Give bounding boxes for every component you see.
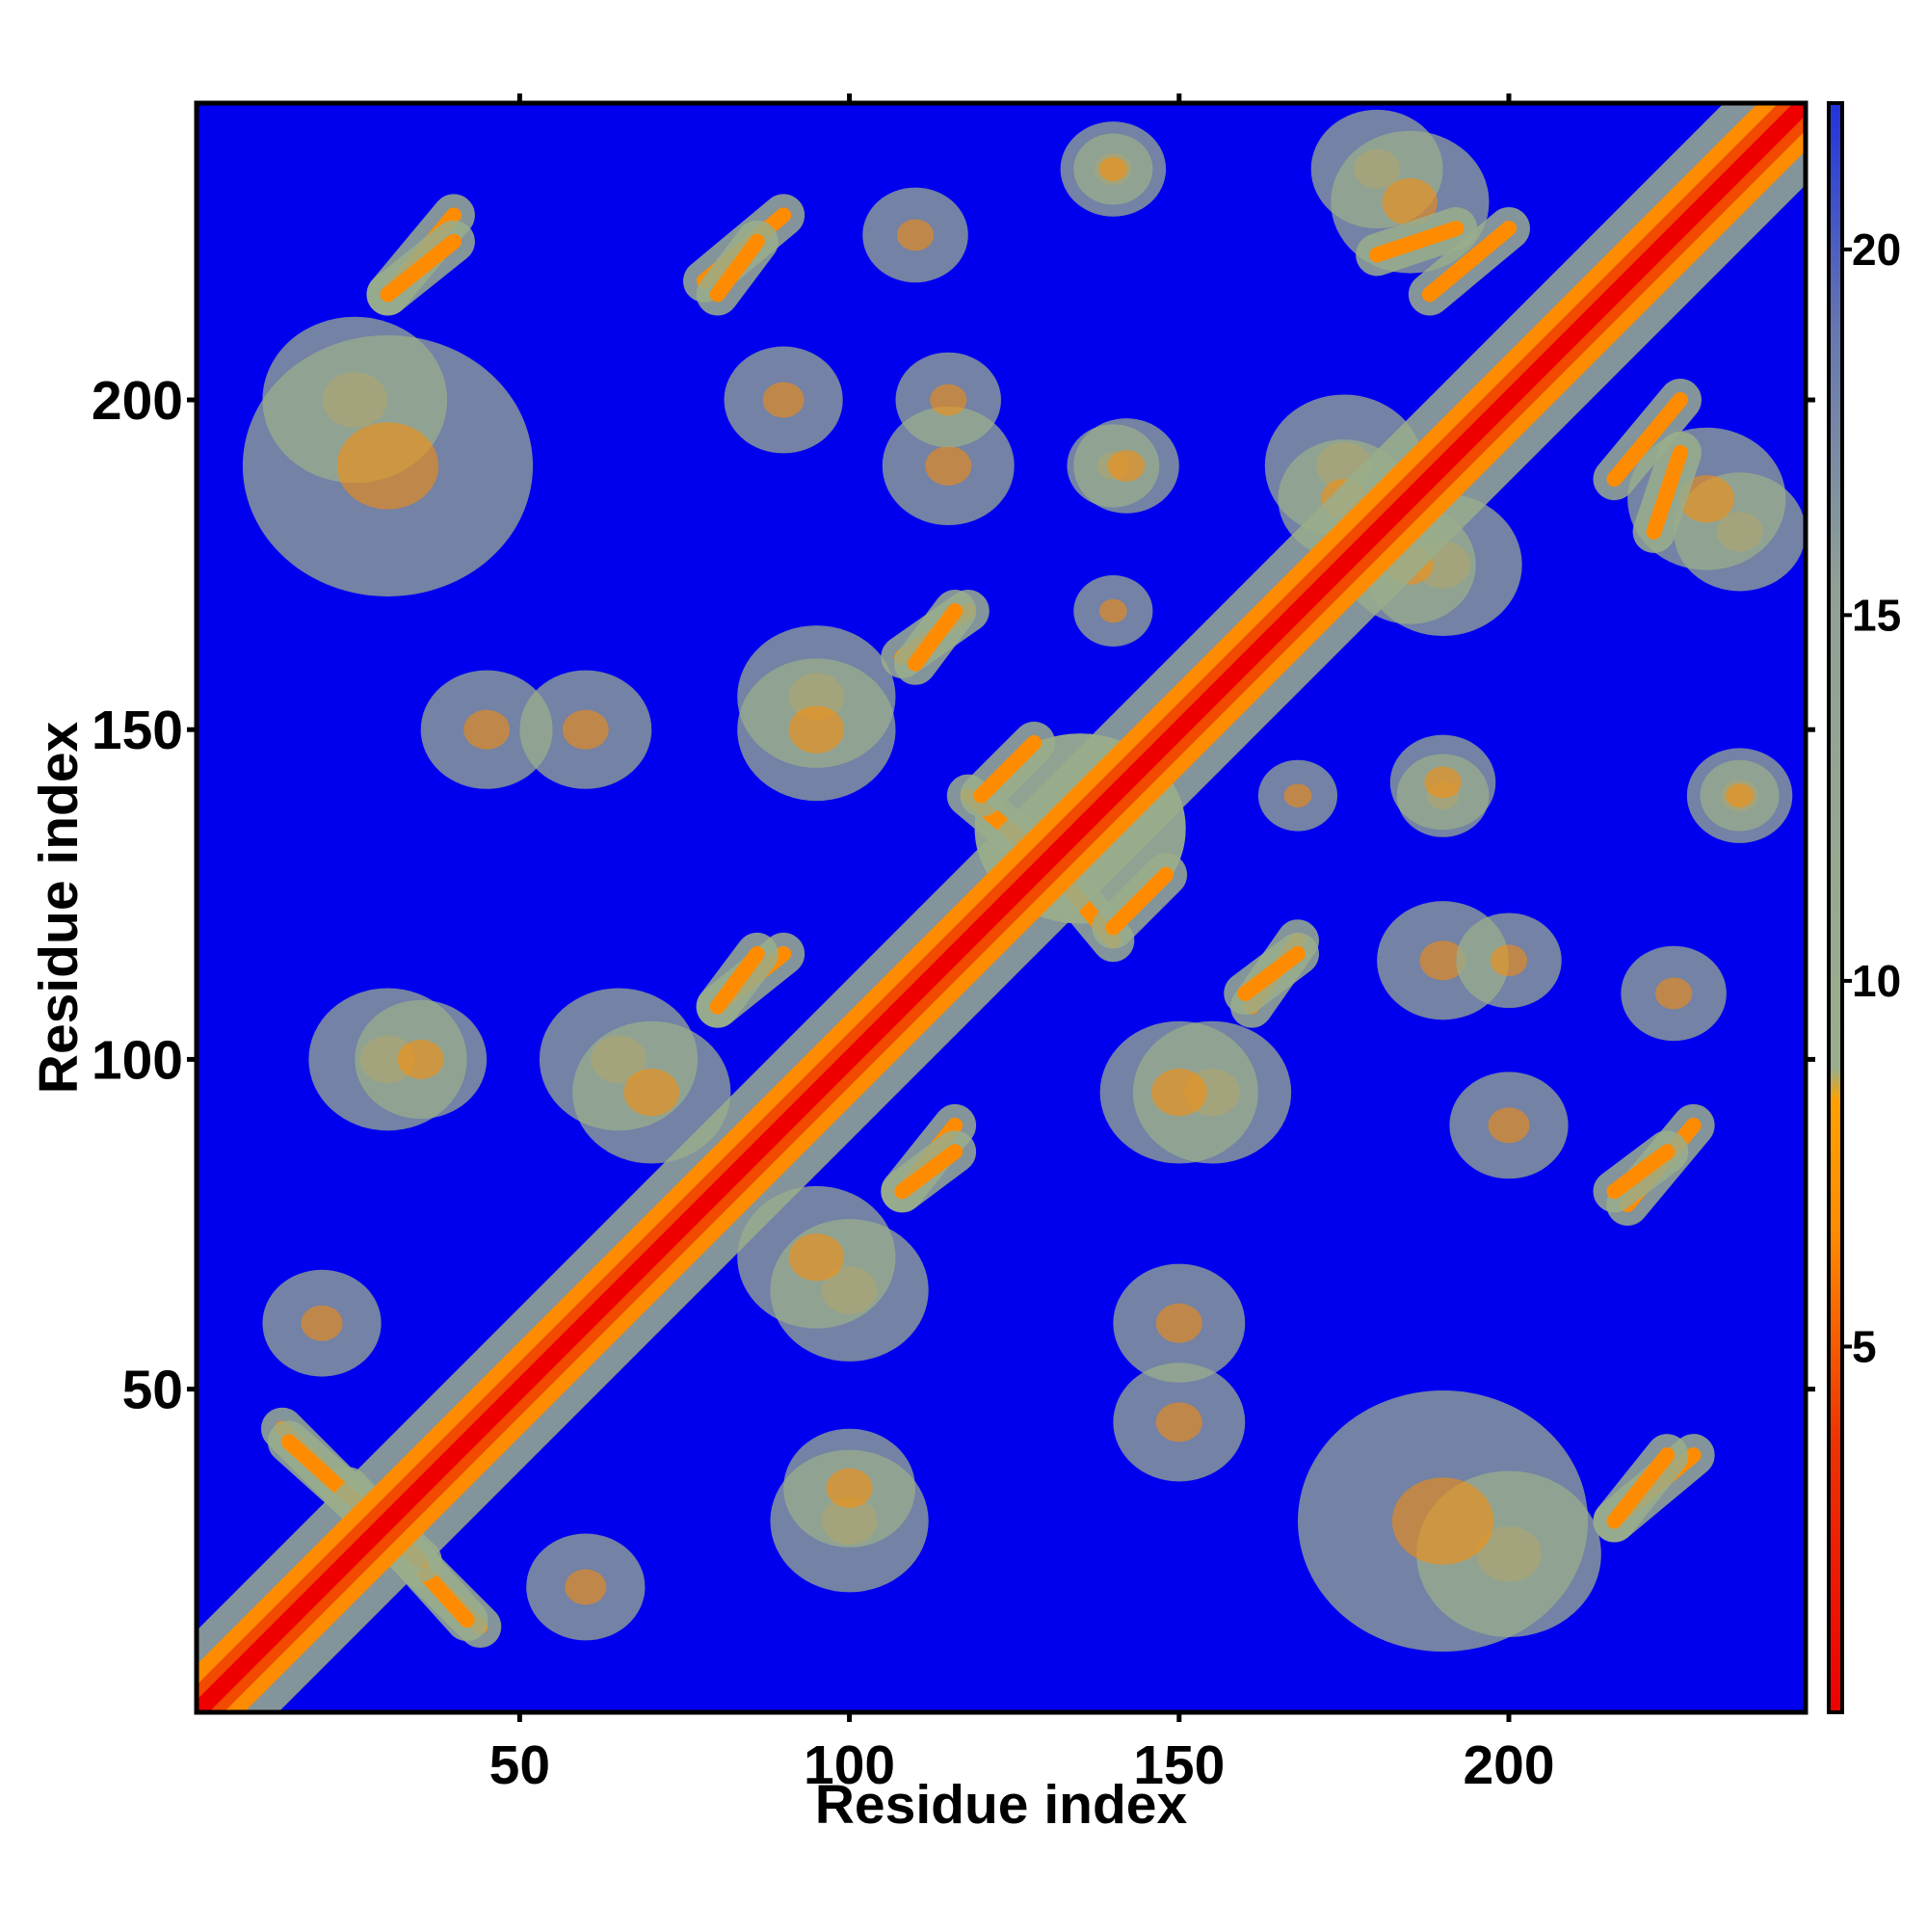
contact-patch-core bbox=[1283, 783, 1312, 807]
x-axis-title: Residue index bbox=[815, 1774, 1188, 1836]
colorbar-gradient bbox=[1827, 101, 1844, 1714]
contact-segment bbox=[894, 1144, 964, 1200]
contact-patch-core bbox=[463, 709, 511, 750]
contact-segment bbox=[1105, 866, 1175, 936]
contact-patch-core bbox=[1488, 1107, 1530, 1144]
contact-patch-core bbox=[1155, 1303, 1202, 1343]
colorbar-tick-label: 10 bbox=[1852, 956, 1901, 1006]
x-tick-label: 200 bbox=[1463, 1734, 1554, 1796]
diagonal-self-contact bbox=[197, 103, 1806, 1712]
contact-patch-core bbox=[1098, 157, 1127, 181]
contact-segment bbox=[709, 233, 765, 303]
contact-patch-core bbox=[925, 445, 972, 486]
x-tick-label: 100 bbox=[804, 1734, 895, 1796]
contact-patch-core bbox=[397, 1039, 444, 1079]
contact-segment bbox=[1237, 945, 1306, 1001]
contact-segment bbox=[1606, 1144, 1676, 1200]
colorbar-tick-label: 5 bbox=[1852, 1321, 1877, 1371]
contact-patch-core bbox=[826, 1468, 873, 1508]
contact-patch-core bbox=[1391, 1477, 1494, 1565]
contact-patch-core bbox=[788, 1233, 845, 1282]
y-tick-label: 150 bbox=[92, 700, 183, 761]
plot-frame bbox=[194, 100, 1808, 1715]
contact-patch-core bbox=[1726, 783, 1754, 807]
contact-patch-core bbox=[1654, 977, 1693, 1010]
contact-segment bbox=[380, 233, 462, 303]
contact-patch-core bbox=[1678, 475, 1735, 523]
contact-patch-core bbox=[623, 1069, 679, 1117]
heatmap-area bbox=[197, 103, 1806, 1712]
contact-patch-core bbox=[336, 422, 439, 510]
x-axis: 50 100 150 200 bbox=[489, 93, 1555, 1796]
contact-segment bbox=[1606, 391, 1688, 488]
contact-patch-core bbox=[788, 705, 845, 754]
contact-segment bbox=[1369, 221, 1465, 263]
contact-patch-core bbox=[1151, 1069, 1207, 1117]
contact-segment bbox=[908, 603, 964, 672]
contact-patch-core bbox=[301, 1305, 343, 1341]
contact-patch-core bbox=[1155, 1402, 1202, 1442]
y-tick-label: 200 bbox=[92, 370, 183, 432]
y-tick-label: 50 bbox=[122, 1360, 183, 1421]
colorbar-tick-label: 20 bbox=[1852, 225, 1901, 275]
x-tick-label: 50 bbox=[489, 1734, 550, 1796]
contact-patch-core bbox=[562, 709, 609, 750]
y-tick-label: 100 bbox=[92, 1029, 183, 1091]
contact-segment bbox=[1421, 221, 1518, 303]
contact-patch-core bbox=[1098, 598, 1127, 623]
y-axis: 50 100 150 200 bbox=[92, 370, 1815, 1421]
y-axis-title: Residue index bbox=[28, 721, 90, 1094]
contact-patch-core bbox=[1490, 944, 1528, 977]
contact-patch-core bbox=[1424, 766, 1462, 799]
contact-segment bbox=[1646, 444, 1688, 540]
contact-patch-core bbox=[565, 1569, 607, 1605]
contact-segment bbox=[973, 734, 1043, 804]
colorbar: 5 10 15 20 bbox=[1827, 101, 1901, 1714]
contact-patch-core bbox=[896, 219, 935, 251]
colorbar-tick-label: 15 bbox=[1852, 590, 1901, 640]
contact-patch-core bbox=[930, 384, 967, 416]
contact-segment bbox=[709, 945, 765, 1015]
contact-patch-core bbox=[1382, 178, 1439, 226]
contact-patch-core bbox=[1107, 450, 1146, 482]
contact-patch-core bbox=[1419, 940, 1466, 981]
x-tick-label: 150 bbox=[1133, 1734, 1225, 1796]
contact-segment bbox=[1606, 1447, 1676, 1529]
contact-patch-core bbox=[762, 382, 805, 418]
colorbar-ticks: 5 10 15 20 bbox=[1842, 225, 1901, 1371]
